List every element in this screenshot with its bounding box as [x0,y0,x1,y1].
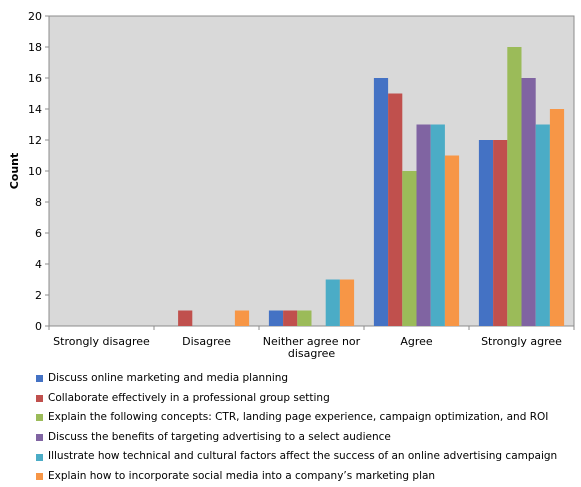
y-tick-label: 6 [35,227,42,240]
bar [178,310,193,326]
bar [373,78,389,326]
legend-item: Discuss the benefits of targeting advert… [36,428,557,448]
y-tick-label: 2 [35,289,42,302]
legend-item: Explain how to incorporate social media … [36,467,557,487]
bar [444,155,460,326]
y-tick-label: 12 [28,134,42,147]
x-tick-label: Strongly disagree [53,335,150,348]
legend-label: Collaborate effectively in a professiona… [48,391,330,404]
bar [339,279,355,326]
bar [268,310,284,326]
bar [521,78,536,326]
y-tick-label: 4 [35,258,42,271]
legend-swatch [36,375,43,383]
bar [493,140,508,326]
legend-label: Discuss online marketing and media plann… [48,372,289,384]
bar [430,124,445,326]
legend-label: Illustrate how technical and cultural fa… [48,450,558,463]
x-tick-label: Strongly agree [481,335,562,348]
legend-swatch [36,434,43,442]
x-tick-label: disagree [288,347,336,360]
x-axis: Strongly disagree Disagree Neither agree n… [48,326,575,360]
bar [388,93,403,326]
bar [402,171,417,326]
bar [416,124,431,326]
legend-swatch [36,394,43,402]
legend-item: Illustrate how technical and cultural fa… [36,447,557,467]
bar [297,310,312,326]
x-tick-label: Neither agree nor [263,335,361,348]
legend-label: Explain the following concepts: CTR, lan… [48,411,549,424]
legend-label: Explain how to incorporate social media … [48,469,436,482]
bar-chart: 0 2 4 6 8 10 12 14 16 18 20 Strongly disagree Disag… [8,10,575,360]
x-tick-label: Disagree [182,335,231,348]
y-tick-label: 16 [28,72,42,85]
y-tick-label: 0 [35,320,42,333]
legend: Discuss online marketing and media plann… [36,369,557,487]
bar [234,310,250,326]
bar [507,47,522,326]
bar [535,124,550,326]
y-tick-label: 20 [28,10,42,23]
legend-item: Collaborate effectively in a professiona… [36,389,557,409]
legend-label: Discuss the benefits of targeting advert… [48,430,391,443]
y-tick-label: 14 [28,103,42,116]
y-tick-label: 8 [35,196,42,209]
legend-swatch [36,414,43,422]
legend-item: Explain the following concepts: CTR, lan… [36,408,557,428]
y-axis-label: Count [8,153,21,190]
y-axis: 0 2 4 6 8 10 12 14 16 18 20 [28,10,49,333]
bar [283,310,298,326]
legend-swatch [36,473,43,481]
y-tick-label: 10 [28,165,42,178]
bar [478,140,494,326]
bar [549,109,565,326]
legend-swatch [36,453,43,461]
bars [178,47,565,326]
x-tick-label: Agree [400,335,433,348]
y-tick-label: 18 [28,41,42,54]
bar [325,279,340,326]
legend-item: Discuss online marketing and media plann… [36,369,557,389]
